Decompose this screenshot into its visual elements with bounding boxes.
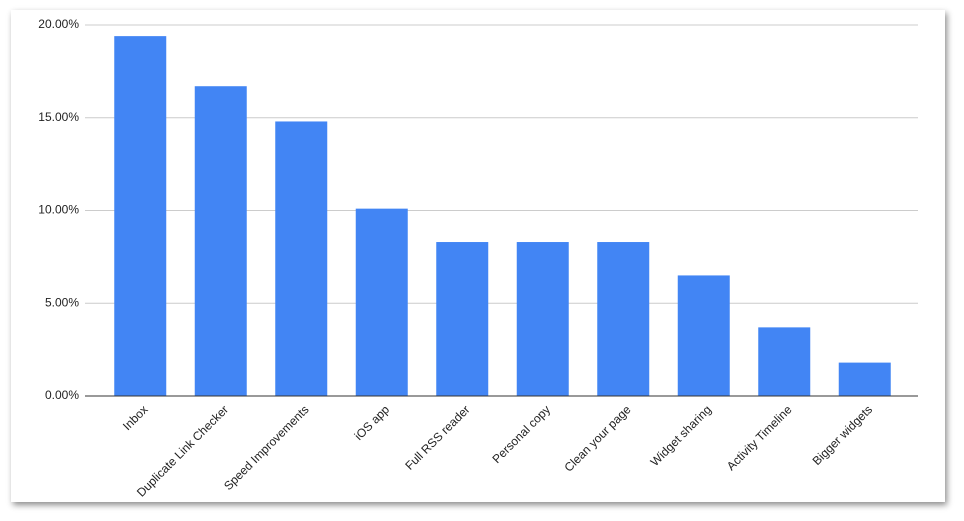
bar [194,86,247,396]
y-tick-label: 5.00% [45,295,79,309]
bar [838,362,891,396]
x-tick-label: Activity Timeline [724,402,795,473]
x-tick-label: Speed Improvements [221,402,312,493]
y-tick-label: 10.00% [38,203,79,217]
bar [114,36,167,396]
x-tick-label: Personal copy [489,402,553,466]
bar [677,275,730,396]
bar [355,208,408,396]
x-tick-label: Clean your page [561,402,633,474]
y-tick-label: 20.00% [38,17,79,31]
y-tick-label: 0.00% [45,388,79,402]
bar [758,327,811,396]
bar [516,242,569,396]
x-tick-label: iOS app [352,402,393,443]
bar [597,242,650,396]
x-tick-label: Full RSS reader [402,402,472,472]
x-tick-label: Duplicate Link Checker [134,402,231,499]
x-tick-label: Inbox [120,402,151,433]
x-tick-label: Widget sharing [648,402,715,469]
bar [436,242,489,396]
bar [275,121,328,397]
y-tick-label: 15.00% [38,110,79,124]
x-tick-label: Bigger widgets [810,402,876,468]
